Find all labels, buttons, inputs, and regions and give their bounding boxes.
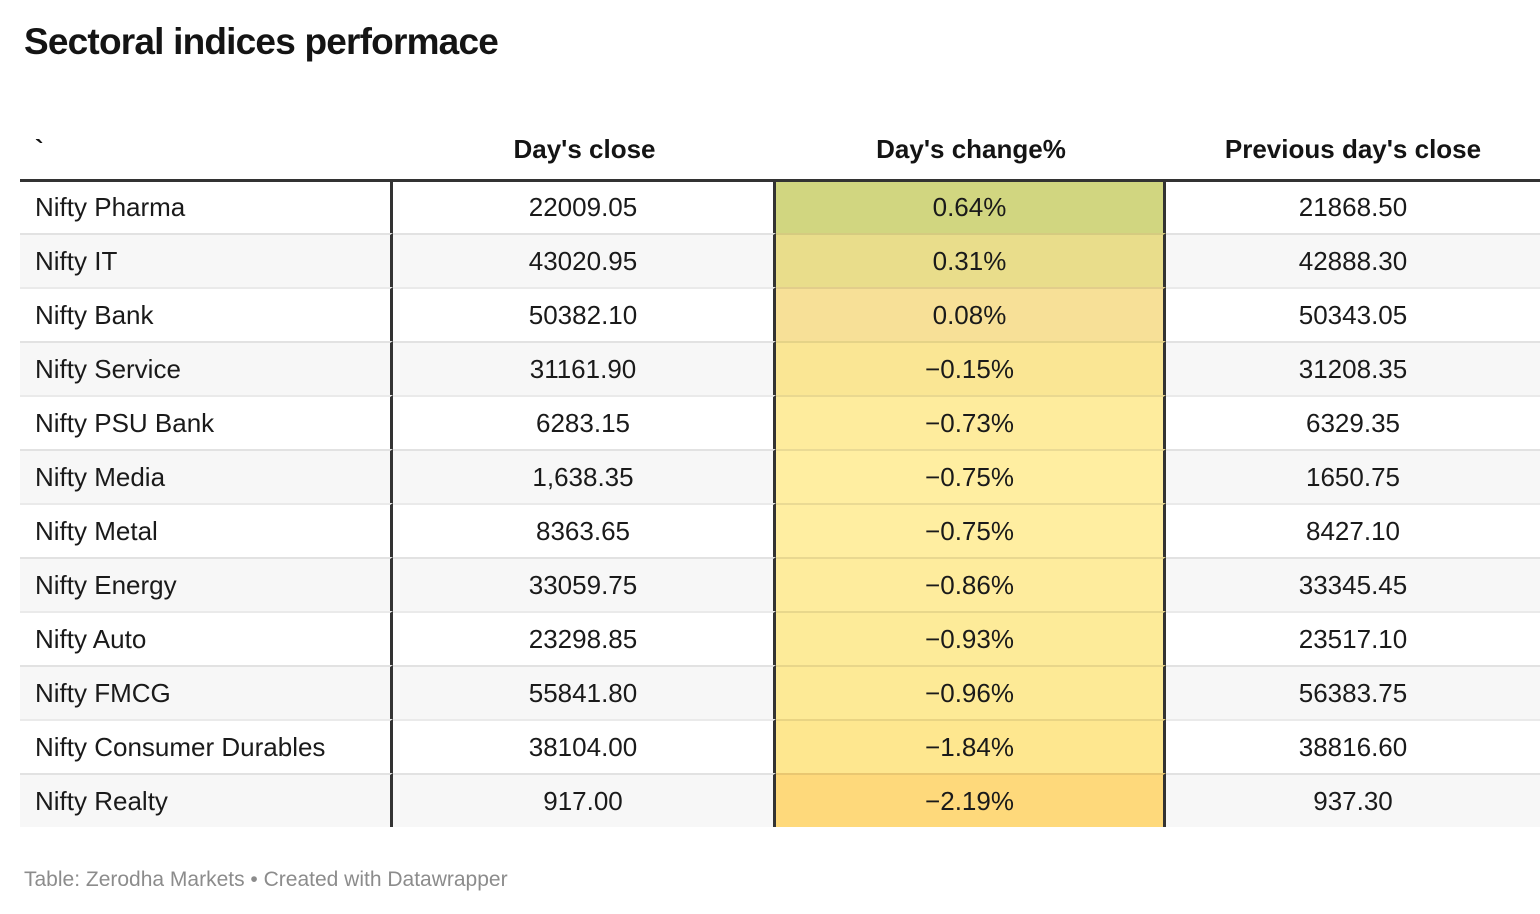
table-row: Nifty Metal 8363.65 −0.75% 8427.10 xyxy=(20,503,1540,557)
previous-days-close-cell: 1650.75 xyxy=(1166,449,1540,503)
previous-days-close-cell: 23517.10 xyxy=(1166,611,1540,665)
days-change-heatmap-cell: 0.31% xyxy=(776,233,1166,287)
index-name-cell: Nifty IT xyxy=(20,233,393,287)
footer-attribution: Table: Zerodha Markets • Created with Da… xyxy=(24,868,508,891)
days-change-heatmap-cell: −0.96% xyxy=(776,665,1166,719)
table-header: ` Day's close Day's change% Previous day… xyxy=(20,108,1540,179)
table-row: Nifty Auto 23298.85 −0.93% 23517.10 xyxy=(20,611,1540,665)
days-close-cell: 1,638.35 xyxy=(393,449,776,503)
days-change-heatmap-cell: −0.93% xyxy=(776,611,1166,665)
days-close-cell: 50382.10 xyxy=(393,287,776,341)
header-row: ` Day's close Day's change% Previous day… xyxy=(20,108,1540,179)
previous-days-close-cell: 8427.10 xyxy=(1166,503,1540,557)
index-name-cell: Nifty Media xyxy=(20,449,393,503)
column-header-index-name: ` xyxy=(35,134,44,164)
days-change-heatmap-cell: −2.19% xyxy=(776,773,1166,827)
table-body: Nifty Pharma 22009.05 0.64% 21868.50 Nif… xyxy=(20,179,1540,827)
column-header-days-change: Day's change% xyxy=(876,134,1066,164)
days-change-heatmap-cell: −0.73% xyxy=(776,395,1166,449)
index-name-cell: Nifty FMCG xyxy=(20,665,393,719)
table-row: Nifty Energy 33059.75 −0.86% 33345.45 xyxy=(20,557,1540,611)
previous-days-close-cell: 56383.75 xyxy=(1166,665,1540,719)
days-close-cell: 6283.15 xyxy=(393,395,776,449)
index-name-cell: Nifty Consumer Durables xyxy=(20,719,393,773)
index-name-cell: Nifty Realty xyxy=(20,773,393,827)
days-close-cell: 22009.05 xyxy=(393,179,776,233)
index-name-cell: Nifty PSU Bank xyxy=(20,395,393,449)
previous-days-close-cell: 31208.35 xyxy=(1166,341,1540,395)
index-name-cell: Nifty Bank xyxy=(20,287,393,341)
days-close-cell: 38104.00 xyxy=(393,719,776,773)
days-change-heatmap-cell: −1.84% xyxy=(776,719,1166,773)
previous-days-close-cell: 33345.45 xyxy=(1166,557,1540,611)
sector-indices-table: ` Day's close Day's change% Previous day… xyxy=(20,108,1540,827)
previous-days-close-cell: 38816.60 xyxy=(1166,719,1540,773)
table-row: Nifty Service 31161.90 −0.15% 31208.35 xyxy=(20,341,1540,395)
days-close-cell: 33059.75 xyxy=(393,557,776,611)
days-change-heatmap-cell: −0.86% xyxy=(776,557,1166,611)
days-close-cell: 31161.90 xyxy=(393,341,776,395)
days-close-cell: 8363.65 xyxy=(393,503,776,557)
index-name-cell: Nifty Auto xyxy=(20,611,393,665)
index-name-cell: Nifty Energy xyxy=(20,557,393,611)
table-row: Nifty Consumer Durables 38104.00 −1.84% … xyxy=(20,719,1540,773)
table-row: Nifty IT 43020.95 0.31% 42888.30 xyxy=(20,233,1540,287)
column-header-previous-days-close: Previous day's close xyxy=(1224,134,1482,164)
days-change-heatmap-cell: −0.15% xyxy=(776,341,1166,395)
previous-days-close-cell: 50343.05 xyxy=(1166,287,1540,341)
days-change-heatmap-cell: −0.75% xyxy=(776,449,1166,503)
index-name-cell: Nifty Metal xyxy=(20,503,393,557)
table-row: Nifty Bank 50382.10 0.08% 50343.05 xyxy=(20,287,1540,341)
column-header-days-close: Day's close xyxy=(513,134,656,164)
index-name-cell: Nifty Service xyxy=(20,341,393,395)
table-row: Nifty Realty 917.00 −2.19% 937.30 xyxy=(20,773,1540,827)
table-row: Nifty FMCG 55841.80 −0.96% 56383.75 xyxy=(20,665,1540,719)
days-close-cell: 55841.80 xyxy=(393,665,776,719)
days-close-cell: 43020.95 xyxy=(393,233,776,287)
days-close-cell: 23298.85 xyxy=(393,611,776,665)
chart-title: Sectoral indices performace xyxy=(24,21,499,62)
table-row: Nifty Pharma 22009.05 0.64% 21868.50 xyxy=(20,179,1540,233)
days-change-heatmap-cell: −0.75% xyxy=(776,503,1166,557)
previous-days-close-cell: 6329.35 xyxy=(1166,395,1540,449)
table-row: Nifty Media 1,638.35 −0.75% 1650.75 xyxy=(20,449,1540,503)
table-row: Nifty PSU Bank 6283.15 −0.73% 6329.35 xyxy=(20,395,1540,449)
index-name-cell: Nifty Pharma xyxy=(20,179,393,233)
previous-days-close-cell: 42888.30 xyxy=(1166,233,1540,287)
previous-days-close-cell: 21868.50 xyxy=(1166,179,1540,233)
previous-days-close-cell: 937.30 xyxy=(1166,773,1540,827)
days-change-heatmap-cell: 0.08% xyxy=(776,287,1166,341)
days-change-heatmap-cell: 0.64% xyxy=(776,179,1166,233)
days-close-cell: 917.00 xyxy=(393,773,776,827)
